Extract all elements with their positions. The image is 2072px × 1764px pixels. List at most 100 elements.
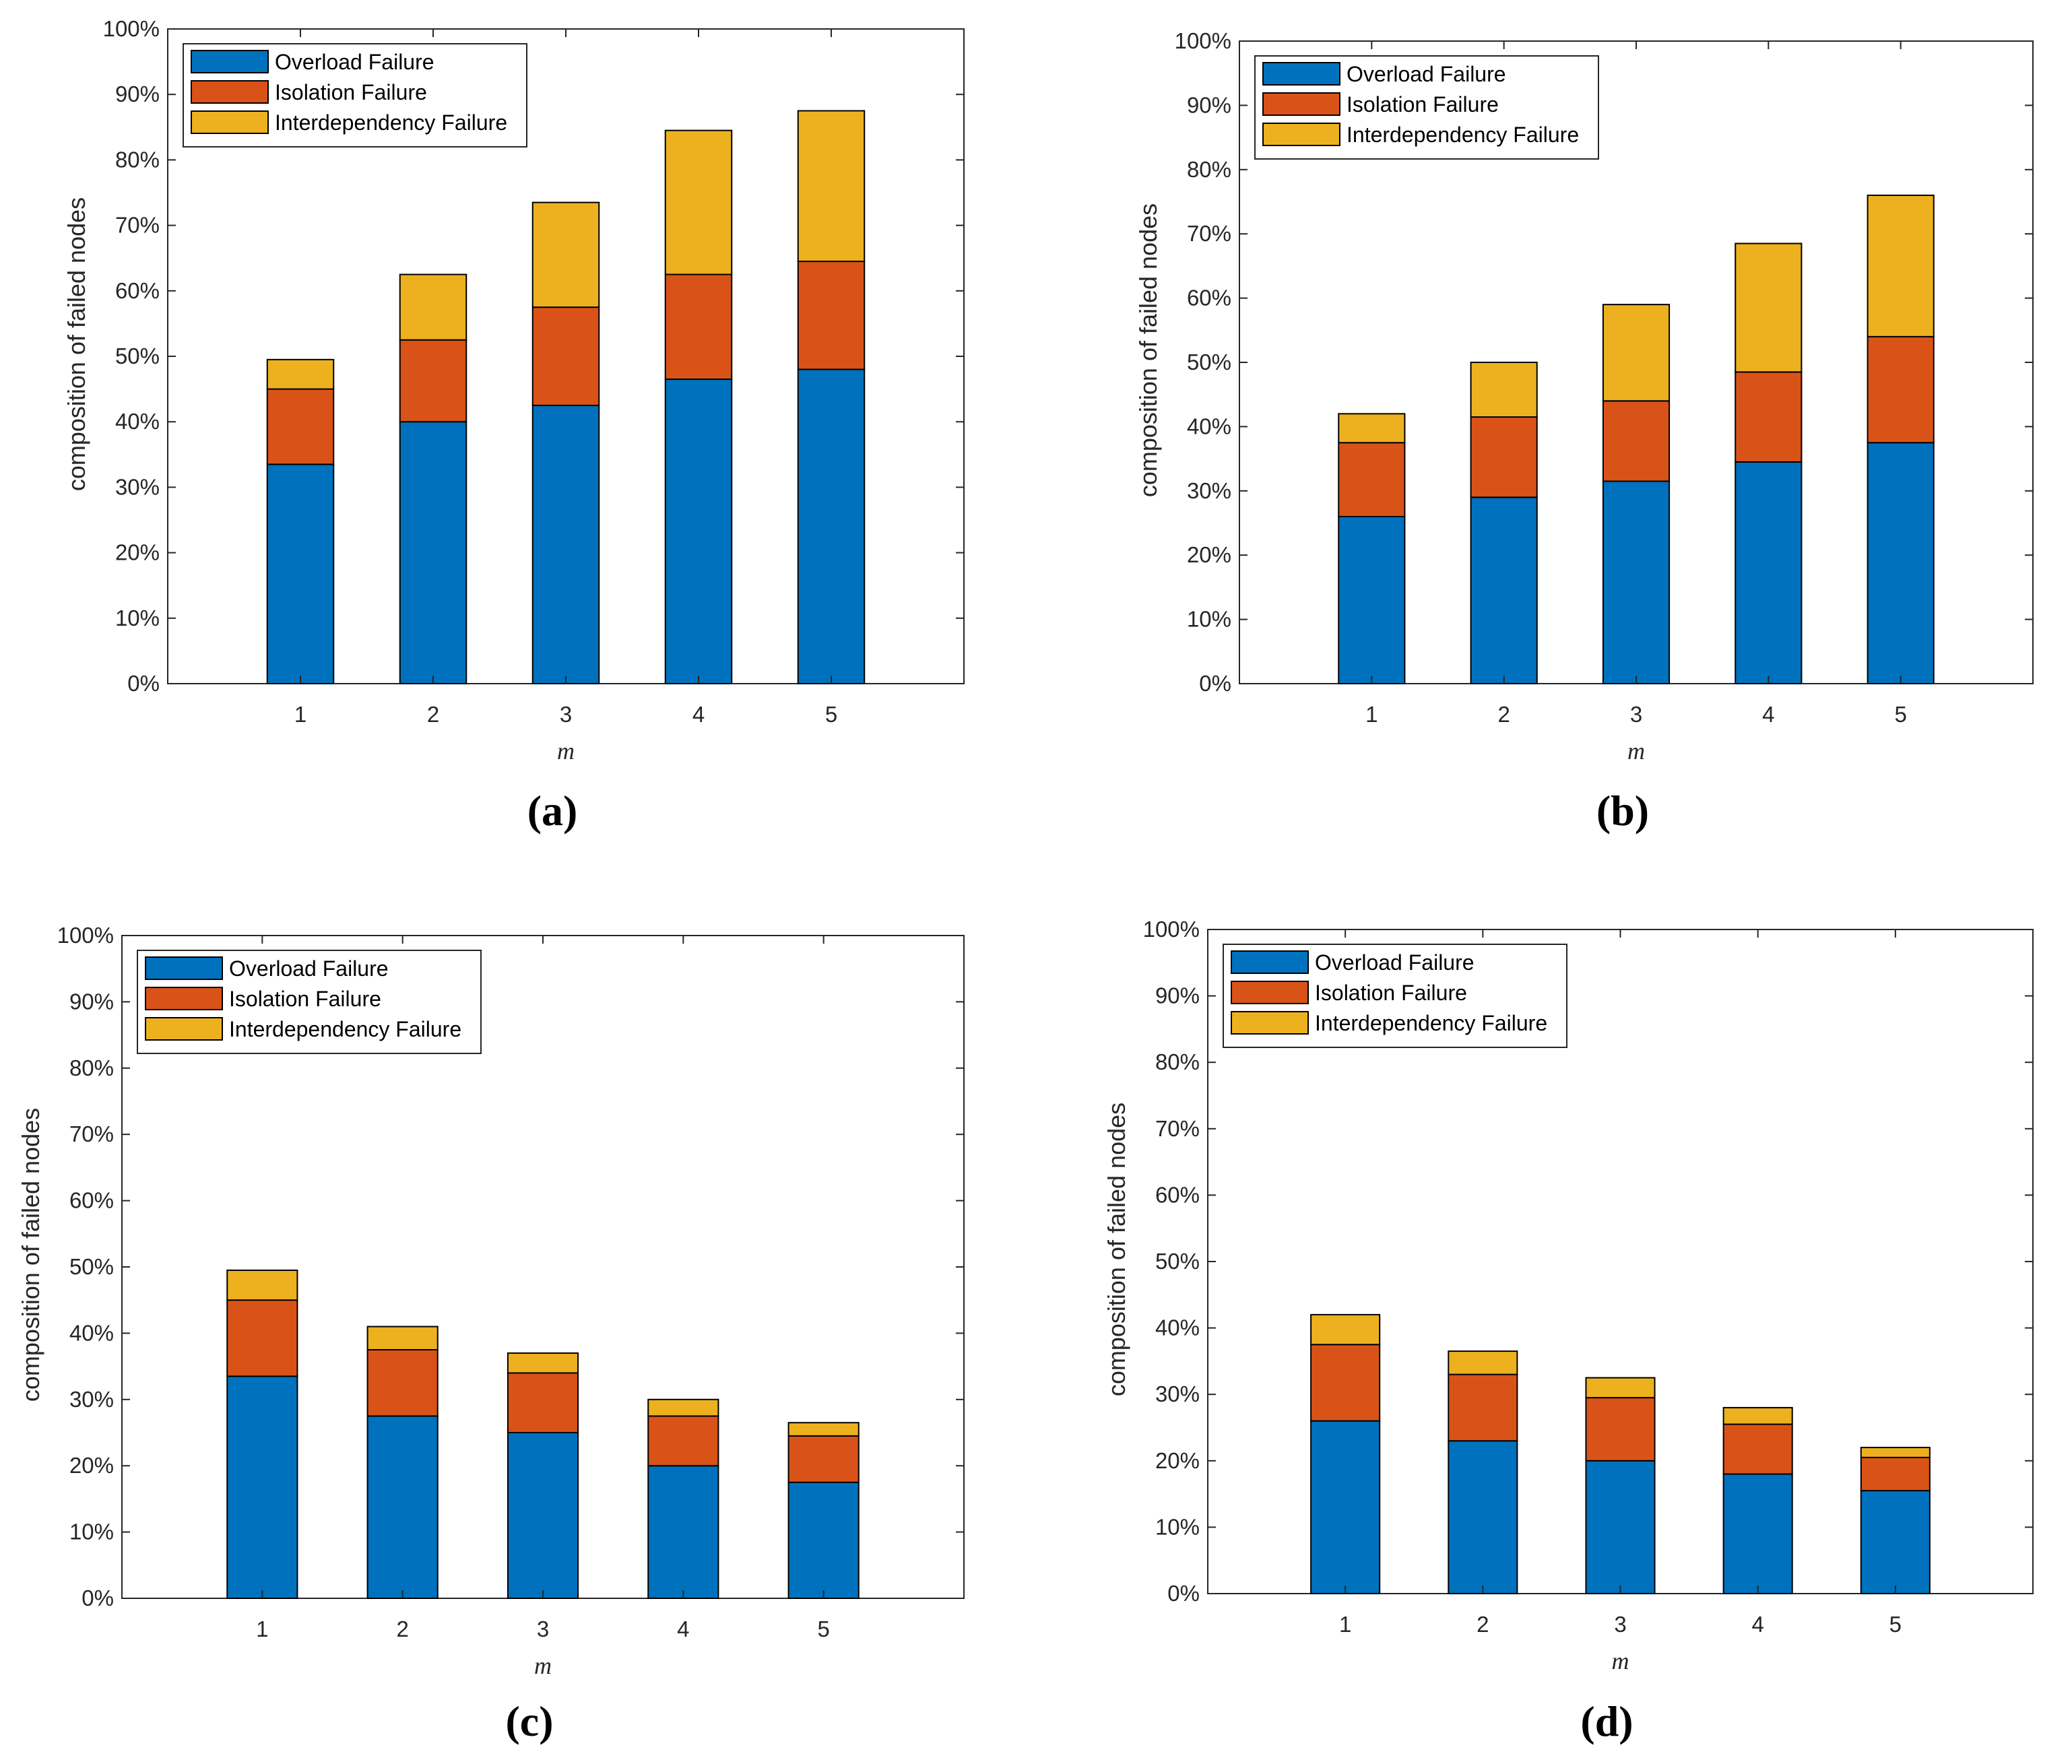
bar-segment-interdependency-failure <box>1867 194 1935 337</box>
bar-segment-isolation-failure <box>664 273 733 381</box>
bar-segment-interdependency-failure <box>1722 1406 1793 1425</box>
bar-segment-isolation-failure <box>1470 416 1538 498</box>
y-tick-label: 90% <box>1155 983 1200 1008</box>
bar-segment-interdependency-failure <box>507 1352 579 1374</box>
bar-segment-isolation-failure <box>1338 442 1406 517</box>
legend-swatch <box>191 80 269 104</box>
bar-segment-overload-failure <box>399 421 467 684</box>
y-axis-label: composition of failed nodes <box>17 1108 44 1402</box>
legend: Overload Failure Isolation Failure Interde… <box>183 43 527 148</box>
x-tick-label: 3 <box>537 1616 549 1641</box>
legend-swatch <box>1231 981 1309 1004</box>
y-tick-label: 0% <box>1199 671 1231 696</box>
x-tick-label: 5 <box>1894 702 1906 727</box>
bar-segment-overload-failure <box>664 379 733 685</box>
bar-segment-isolation-failure <box>226 1299 298 1377</box>
legend-swatch <box>1262 123 1340 146</box>
bar-segment-interdependency-failure <box>1735 242 1803 373</box>
y-tick-label: 80% <box>1187 157 1231 182</box>
bar-segment-overload-failure <box>1338 515 1406 685</box>
y-tick-label: 50% <box>1155 1249 1200 1274</box>
y-tick-label: 20% <box>69 1453 114 1478</box>
legend: Overload Failure Isolation Failure Interde… <box>1223 944 1567 1048</box>
bar-segment-isolation-failure <box>1735 371 1803 463</box>
bar-segment-overload-failure <box>1735 461 1803 684</box>
chart-panel-a: 0% 10% 20% 30% 40% 50% 60% 70% 80% 90% 100% 1 2 3 4 5 m c… <box>63 16 965 835</box>
bar-segment-isolation-failure <box>531 306 600 406</box>
y-tick-label: 40% <box>1155 1315 1200 1340</box>
legend-label: Interdependency Failure <box>1315 1011 1547 1035</box>
x-axis-label: m <box>1612 1647 1629 1674</box>
bar-segment-overload-failure <box>226 1375 298 1599</box>
bar-segment-isolation-failure <box>1448 1373 1518 1442</box>
legend-swatch <box>1231 1011 1309 1035</box>
bar-segment-isolation-failure <box>1860 1456 1931 1492</box>
bar-segment-isolation-failure <box>787 1435 860 1483</box>
y-tick-label: 70% <box>1155 1116 1200 1141</box>
x-tick-label: 1 <box>294 702 306 727</box>
y-tick-label: 40% <box>69 1320 114 1345</box>
x-tick-label: 4 <box>1751 1612 1763 1637</box>
y-tick-label: 50% <box>1187 350 1231 374</box>
y-axis-label: composition of failed nodes <box>1134 203 1162 497</box>
bar-segment-overload-failure <box>1722 1473 1793 1595</box>
x-tick-label: 3 <box>1614 1612 1626 1637</box>
bar-segment-interdependency-failure <box>664 129 733 275</box>
legend-swatch <box>1231 950 1309 974</box>
bar-segment-interdependency-failure <box>647 1398 719 1417</box>
legend-swatch <box>191 110 269 134</box>
bar-segment-interdependency-failure <box>1585 1377 1656 1399</box>
bar-segment-isolation-failure <box>1867 335 1935 444</box>
x-tick-label: 1 <box>1339 1612 1351 1637</box>
bar-segment-isolation-failure <box>266 388 335 465</box>
y-tick-label: 30% <box>1155 1381 1200 1406</box>
legend-swatch <box>1262 62 1340 86</box>
bar-segment-interdependency-failure <box>1860 1447 1931 1458</box>
y-tick-label: 90% <box>115 81 160 106</box>
y-tick-label: 30% <box>115 474 160 499</box>
legend-label: Isolation Failure <box>275 80 427 104</box>
legend-swatch <box>1262 92 1340 116</box>
legend-label: Overload Failure <box>229 956 389 981</box>
y-tick-label: 50% <box>69 1254 114 1279</box>
y-tick-label: 10% <box>69 1520 114 1544</box>
y-tick-label: 30% <box>1187 478 1231 503</box>
bar-segment-overload-failure <box>531 404 600 685</box>
y-tick-label: 10% <box>1187 607 1231 632</box>
y-tick-label: 0% <box>1167 1581 1200 1606</box>
x-tick-label: 2 <box>427 702 439 727</box>
bar-segment-interdependency-failure <box>1602 304 1671 402</box>
x-tick-label: 5 <box>825 702 837 727</box>
y-tick-label: 70% <box>1187 221 1231 246</box>
bar-segment-interdependency-failure <box>1448 1350 1518 1375</box>
y-tick-label: 10% <box>115 606 160 630</box>
bar-segment-interdependency-failure <box>1470 362 1538 418</box>
y-tick-label: 10% <box>1155 1514 1200 1539</box>
bar-segment-isolation-failure <box>366 1349 439 1417</box>
x-tick-label: 1 <box>256 1616 268 1641</box>
y-tick-label: 70% <box>69 1121 114 1146</box>
bar-segment-interdependency-failure <box>531 201 600 308</box>
y-tick-label: 90% <box>1187 92 1231 117</box>
chart-panel-c: 0% 10% 20% 30% 40% 50% 60% 70% 80% 90% 100% 1 2 3 4 5 m c… <box>17 923 965 1745</box>
x-tick-label: 3 <box>560 702 572 727</box>
chart-panel-b: 0% 10% 20% 30% 40% 50% 60% 70% 80% 90% 100% 1 2 3 4 5 m c… <box>1134 28 2034 835</box>
y-tick-label: 80% <box>69 1055 114 1080</box>
x-tick-label: 5 <box>817 1616 829 1641</box>
panel-label: (a) <box>527 787 578 835</box>
y-tick-label: 100% <box>57 923 114 948</box>
bar-segment-interdependency-failure <box>399 273 467 341</box>
bar-segment-overload-failure <box>266 463 335 684</box>
legend-label: Isolation Failure <box>1347 92 1499 117</box>
y-tick-label: 60% <box>115 278 160 303</box>
bar-segment-interdependency-failure <box>1338 413 1406 444</box>
bar-segment-interdependency-failure <box>266 358 335 390</box>
x-tick-label: 4 <box>677 1616 689 1641</box>
bar-segment-isolation-failure <box>797 261 866 370</box>
y-tick-label: 100% <box>103 16 160 41</box>
legend-label: Overload Failure <box>1347 62 1506 86</box>
legend-label: Interdependency Failure <box>1347 123 1579 147</box>
bar-segment-overload-failure <box>366 1415 439 1599</box>
y-tick-label: 80% <box>115 147 160 172</box>
